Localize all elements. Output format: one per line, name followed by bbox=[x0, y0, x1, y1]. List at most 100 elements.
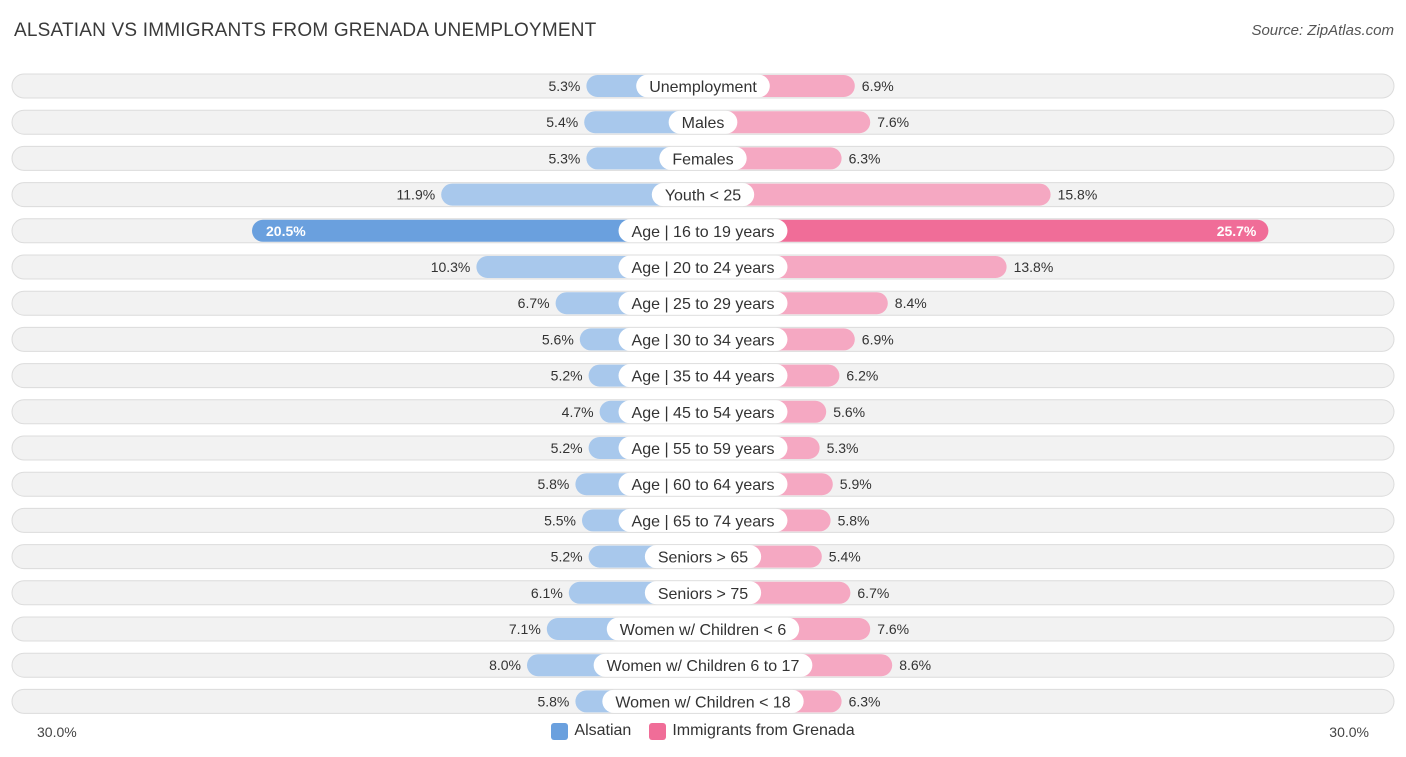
axis-right-label: 30.0% bbox=[1329, 724, 1369, 740]
bar-grenada bbox=[703, 219, 1269, 242]
chart-row: 8.0% 8.6% Women w/ Children 6 to 17 bbox=[11, 652, 1395, 678]
value-label-grenada: 6.7% bbox=[857, 585, 889, 601]
chart-row: 5.4% 7.6% Males bbox=[11, 109, 1395, 135]
chart-row: 20.5% 25.7% Age | 16 to 19 years bbox=[11, 218, 1395, 244]
category-pill bbox=[618, 472, 788, 496]
value-label-grenada: 15.8% bbox=[1058, 187, 1098, 203]
category-pill bbox=[659, 146, 747, 170]
category-label: Females bbox=[672, 151, 733, 168]
value-label-alsatian: 5.8% bbox=[537, 693, 569, 709]
value-label-alsatian: 6.1% bbox=[531, 585, 563, 601]
value-label-grenada: 6.9% bbox=[862, 78, 894, 94]
category-pill bbox=[651, 183, 755, 207]
value-label-grenada: 25.7% bbox=[1217, 223, 1257, 239]
value-label-grenada: 7.6% bbox=[877, 621, 909, 637]
chart-row: 5.3% 6.9% Unemployment bbox=[11, 73, 1395, 99]
value-label-grenada: 6.3% bbox=[849, 693, 881, 709]
category-pill bbox=[606, 617, 800, 641]
chart-row: 11.9% 15.8% Youth < 25 bbox=[11, 182, 1395, 208]
value-label-alsatian: 8.0% bbox=[489, 657, 521, 673]
chart-row: 5.5% 5.8% Age | 65 to 74 years bbox=[11, 507, 1395, 533]
category-pill bbox=[618, 255, 788, 279]
value-label-alsatian: 5.8% bbox=[537, 476, 569, 492]
category-pill bbox=[618, 436, 788, 460]
category-label: Age | 65 to 74 years bbox=[632, 513, 775, 530]
category-label: Age | 20 to 24 years bbox=[632, 260, 775, 277]
category-label: Age | 25 to 29 years bbox=[632, 296, 775, 313]
chart-row: 5.2% 6.2% Age | 35 to 44 years bbox=[11, 363, 1395, 389]
value-label-grenada: 6.9% bbox=[862, 331, 894, 347]
legend-item-grenada: Immigrants from Grenada bbox=[649, 722, 855, 740]
value-label-grenada: 7.6% bbox=[877, 114, 909, 130]
legend-item-alsatian: Alsatian bbox=[551, 722, 631, 740]
category-label: Age | 45 to 54 years bbox=[632, 405, 775, 422]
chart-row: 5.8% 6.3% Women w/ Children < 18 bbox=[11, 688, 1395, 714]
category-label: Age | 16 to 19 years bbox=[632, 224, 775, 241]
value-label-alsatian: 7.1% bbox=[509, 621, 541, 637]
category-pill bbox=[593, 653, 813, 677]
value-label-alsatian: 5.4% bbox=[546, 114, 578, 130]
category-label: Age | 60 to 64 years bbox=[632, 477, 775, 494]
chart-row: 5.6% 6.9% Age | 30 to 34 years bbox=[11, 326, 1395, 352]
diverging-bar-chart: 5.3% 6.9% Unemployment 5.4% 7.6% Males 5.3% 6.3… bbox=[11, 73, 1395, 714]
axis-left-label: 30.0% bbox=[37, 724, 77, 740]
category-label: Unemployment bbox=[649, 79, 757, 96]
category-label: Males bbox=[682, 115, 725, 132]
legend-swatch-alsatian bbox=[551, 722, 569, 740]
value-label-alsatian: 5.6% bbox=[542, 331, 574, 347]
chart-row: 10.3% 13.8% Age | 20 to 24 years bbox=[11, 254, 1395, 280]
category-pill bbox=[644, 545, 762, 569]
category-label: Age | 55 to 59 years bbox=[632, 441, 775, 458]
value-label-alsatian: 6.7% bbox=[518, 295, 550, 311]
value-label-grenada: 5.8% bbox=[838, 512, 870, 528]
category-label: Women w/ Children 6 to 17 bbox=[607, 658, 800, 675]
category-pill bbox=[644, 581, 762, 605]
legend-swatch-grenada bbox=[649, 722, 667, 740]
value-label-alsatian: 5.2% bbox=[551, 549, 583, 565]
category-pill bbox=[618, 327, 788, 351]
category-pill bbox=[636, 74, 770, 98]
value-label-grenada: 13.8% bbox=[1014, 259, 1054, 275]
legend-label-alsatian: Alsatian bbox=[574, 722, 632, 739]
category-label: Seniors > 65 bbox=[658, 550, 748, 567]
chart-row: 4.7% 5.6% Age | 45 to 54 years bbox=[11, 399, 1395, 425]
value-label-grenada: 5.3% bbox=[827, 440, 859, 456]
category-pill bbox=[602, 689, 804, 713]
value-label-alsatian: 5.3% bbox=[548, 78, 580, 94]
bar-grenada bbox=[703, 111, 871, 134]
category-label: Age | 35 to 44 years bbox=[632, 369, 775, 386]
chart-row: 6.7% 8.4% Age | 25 to 29 years bbox=[11, 290, 1395, 316]
category-pill bbox=[618, 508, 788, 532]
bar-grenada bbox=[703, 183, 1051, 206]
chart-title: ALSATIAN VS IMMIGRANTS FROM GRENADA UNEM… bbox=[14, 20, 597, 41]
value-label-alsatian: 4.7% bbox=[562, 404, 594, 420]
category-label: Seniors > 75 bbox=[658, 586, 748, 603]
chart-row: 5.2% 5.3% Age | 55 to 59 years bbox=[11, 435, 1395, 461]
value-label-grenada: 6.3% bbox=[849, 150, 881, 166]
source-credit: Source: ZipAtlas.com bbox=[1251, 22, 1394, 39]
chart-row: 7.1% 7.6% Women w/ Children < 6 bbox=[11, 616, 1395, 642]
value-label-grenada: 8.4% bbox=[895, 295, 927, 311]
value-label-alsatian: 20.5% bbox=[266, 223, 306, 239]
value-label-alsatian: 5.2% bbox=[551, 440, 583, 456]
legend: Alsatian Immigrants from Grenada bbox=[0, 722, 1406, 740]
value-label-alsatian: 5.3% bbox=[548, 150, 580, 166]
chart-row: 5.2% 5.4% Seniors > 65 bbox=[11, 544, 1395, 570]
category-label: Youth < 25 bbox=[665, 188, 741, 205]
value-label-grenada: 5.9% bbox=[840, 476, 872, 492]
category-label: Age | 30 to 34 years bbox=[632, 332, 775, 349]
category-pill bbox=[668, 110, 738, 134]
category-pill bbox=[618, 219, 788, 243]
value-label-alsatian: 11.9% bbox=[397, 187, 436, 203]
value-label-grenada: 5.4% bbox=[829, 549, 861, 565]
chart-row: 6.1% 6.7% Seniors > 75 bbox=[11, 580, 1395, 606]
bar-alsatian bbox=[252, 219, 703, 242]
chart-row: 5.3% 6.3% Females bbox=[11, 145, 1395, 171]
bar-alsatian bbox=[441, 183, 703, 206]
value-label-alsatian: 5.2% bbox=[551, 368, 583, 384]
chart-row: 5.8% 5.9% Age | 60 to 64 years bbox=[11, 471, 1395, 497]
value-label-grenada: 6.2% bbox=[846, 368, 878, 384]
legend-label-grenada: Immigrants from Grenada bbox=[672, 722, 855, 739]
category-pill bbox=[618, 291, 788, 315]
category-pill bbox=[618, 400, 788, 424]
